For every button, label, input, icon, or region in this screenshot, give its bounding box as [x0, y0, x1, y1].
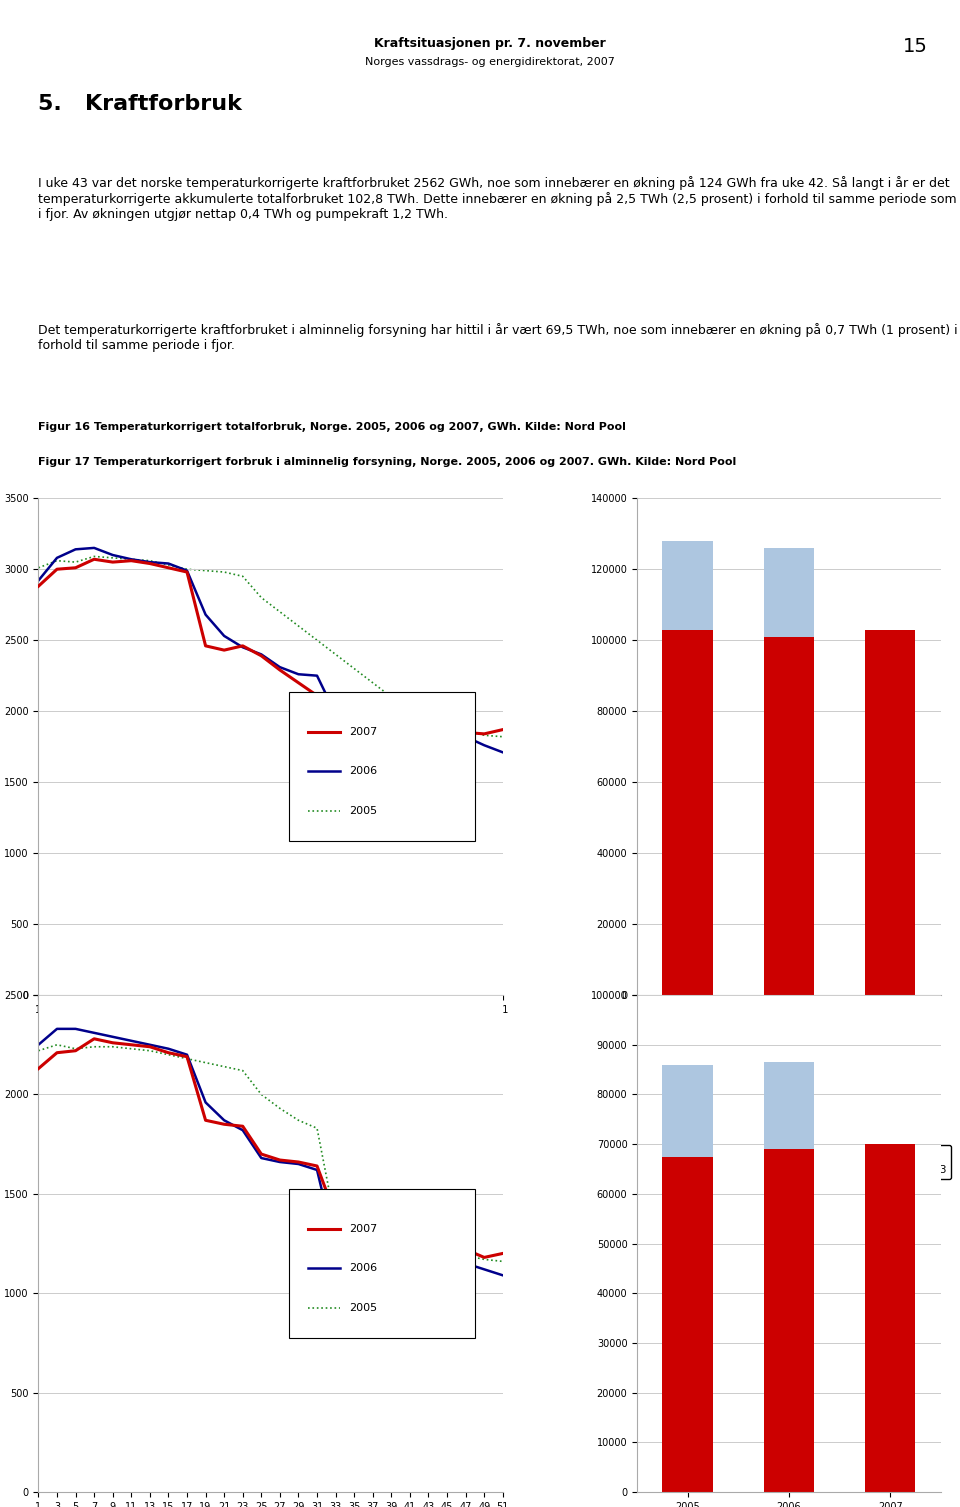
Text: 2007: 2007 [349, 726, 378, 737]
Text: 2005: 2005 [349, 806, 377, 817]
Text: 2005: 2005 [349, 1304, 377, 1313]
Text: 2006: 2006 [349, 1263, 377, 1273]
Bar [662, 1156, 713, 1492]
Bar [662, 541, 713, 630]
Bar [764, 549, 814, 636]
Bar [865, 1144, 916, 1492]
Text: 2006: 2006 [349, 767, 377, 776]
Text: 2007: 2007 [349, 726, 378, 737]
Text: Norges vassdrags- og energidirektorat, 2007: Norges vassdrags- og energidirektorat, 2… [365, 57, 614, 68]
Bar [865, 630, 916, 995]
Text: 2005: 2005 [349, 806, 377, 817]
Bar [764, 636, 814, 995]
Legend: Årsforbruk, Forbruk til og med uke 43: Årsforbruk, Forbruk til og med uke 43 [779, 1145, 950, 1178]
FancyBboxPatch shape [289, 692, 475, 841]
Bar [764, 1062, 814, 1150]
Text: 2006: 2006 [349, 767, 377, 776]
Bar [662, 630, 713, 995]
Text: 5.   Kraftforbruk: 5. Kraftforbruk [38, 95, 242, 115]
Text: 15: 15 [902, 38, 927, 56]
Text: I uke 43 var det norske temperaturkorrigerte kraftforbruket 2562 GWh, noe som in: I uke 43 var det norske temperaturkorrig… [38, 176, 957, 222]
Text: Det temperaturkorrigerte kraftforbruket i alminnelig forsyning har hittil i år v: Det temperaturkorrigerte kraftforbruket … [38, 324, 958, 353]
Text: 2007: 2007 [349, 1224, 378, 1234]
Text: Figur 16 Temperaturkorrigert totalforbruk, Norge. 2005, 2006 og 2007, GWh. Kilde: Figur 16 Temperaturkorrigert totalforbru… [38, 422, 626, 431]
Bar [662, 1064, 713, 1156]
Text: Figur 17 Temperaturkorrigert forbruk i alminnelig forsyning, Norge. 2005, 2006 o: Figur 17 Temperaturkorrigert forbruk i a… [38, 457, 736, 467]
Bar [764, 1150, 814, 1492]
Text: Kraftsituasjonen pr. 7. november: Kraftsituasjonen pr. 7. november [373, 38, 606, 50]
FancyBboxPatch shape [289, 1189, 475, 1338]
